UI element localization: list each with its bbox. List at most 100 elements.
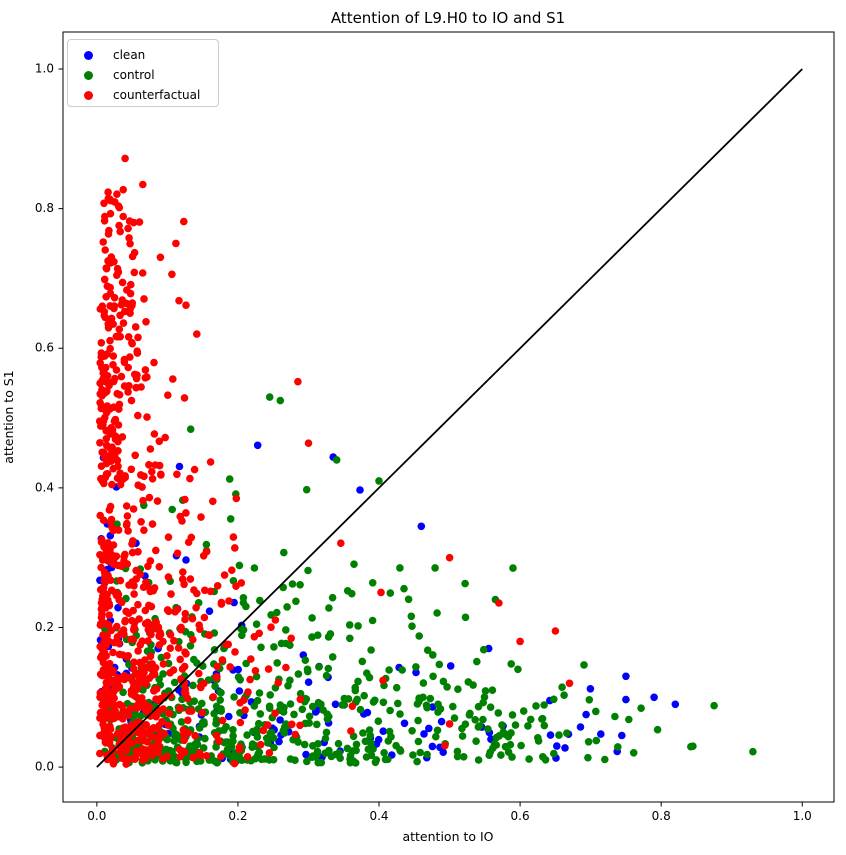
data-point-control	[265, 756, 274, 764]
data-point-counterfactual	[244, 688, 252, 696]
data-point-control	[525, 755, 533, 763]
data-point-counterfactual	[109, 352, 118, 360]
data-point-counterfactual	[197, 513, 205, 521]
data-point-counterfactual	[103, 672, 111, 680]
data-point-control	[267, 728, 276, 737]
data-point-counterfactual	[113, 622, 121, 631]
data-point-counterfactual	[121, 616, 130, 625]
data-point-counterfactual	[180, 662, 189, 671]
data-point-control	[325, 604, 333, 612]
data-point-counterfactual	[209, 693, 217, 701]
data-point-counterfactual	[118, 296, 127, 304]
data-point-control	[484, 725, 492, 733]
data-point-counterfactual	[167, 590, 175, 598]
data-point-control	[407, 612, 416, 621]
data-point-control	[362, 753, 371, 761]
data-point-counterfactual	[120, 307, 129, 316]
data-point-counterfactual	[119, 715, 127, 723]
data-point-control	[454, 685, 462, 693]
data-point-clean	[446, 662, 455, 670]
data-point-counterfactual	[106, 405, 114, 413]
data-point-counterfactual	[115, 221, 123, 230]
data-point-counterfactual	[164, 533, 173, 541]
data-point-counterfactual	[181, 495, 189, 504]
data-point-counterfactual	[218, 716, 227, 725]
data-point-control	[254, 719, 263, 728]
data-point-control	[369, 745, 377, 753]
data-point-counterfactual	[263, 721, 272, 729]
data-point-control	[304, 566, 312, 575]
data-point-clean	[253, 441, 262, 450]
data-point-counterfactual	[187, 707, 196, 715]
data-point-counterfactual	[109, 526, 117, 535]
data-point-counterfactual	[110, 258, 118, 266]
data-point-control	[541, 756, 550, 764]
data-point-counterfactual	[117, 372, 126, 381]
data-point-control	[193, 740, 202, 749]
data-point-counterfactual	[104, 188, 112, 196]
x-tick-label: 0.6	[511, 809, 530, 823]
data-point-clean	[275, 737, 283, 746]
data-point-control	[168, 505, 176, 514]
data-point-control	[229, 726, 237, 734]
data-point-control	[304, 667, 312, 676]
data-point-control	[479, 645, 488, 654]
data-point-counterfactual	[441, 741, 449, 750]
y-tick-label: 0.0	[35, 760, 54, 774]
data-point-counterfactual	[181, 689, 190, 698]
data-point-counterfactual	[102, 427, 111, 435]
data-point-counterfactual	[274, 679, 283, 687]
data-point-counterfactual	[188, 614, 197, 623]
data-point-counterfactual	[96, 670, 105, 679]
data-point-counterfactual	[126, 239, 134, 248]
data-point-control	[443, 683, 451, 691]
data-point-control	[474, 756, 483, 764]
data-point-counterfactual	[112, 591, 121, 600]
data-point-counterfactual	[115, 325, 124, 334]
data-point-counterfactual	[106, 709, 115, 717]
data-point-counterfactual	[201, 586, 209, 595]
data-point-counterfactual	[99, 374, 108, 383]
data-point-counterfactual	[250, 633, 259, 641]
x-axis-ticks: 0.0 0.2 0.4 0.6 0.8 1.0	[87, 802, 812, 823]
data-point-control	[419, 693, 427, 702]
data-point-counterfactual	[106, 283, 114, 292]
data-point-counterfactual	[181, 615, 189, 624]
data-point-control	[488, 686, 497, 694]
data-point-counterfactual	[97, 599, 106, 607]
data-point-counterfactual	[153, 725, 161, 733]
data-point-clean	[400, 719, 409, 728]
data-point-counterfactual	[176, 655, 184, 664]
data-point-counterfactual	[152, 685, 161, 693]
data-point-counterfactual	[100, 217, 109, 225]
data-point-counterfactual	[97, 339, 106, 347]
data-point-counterfactual	[107, 688, 116, 696]
data-point-counterfactual	[122, 607, 130, 616]
data-point-counterfactual	[150, 670, 159, 678]
data-point-counterfactual	[103, 470, 112, 478]
data-point-counterfactual	[182, 509, 190, 517]
data-point-counterfactual	[99, 698, 108, 706]
data-point-control	[435, 660, 444, 669]
data-point-control	[479, 698, 488, 707]
data-point-control	[432, 732, 440, 741]
data-point-counterfactual	[377, 588, 385, 597]
data-point-clean	[582, 710, 590, 719]
data-point-counterfactual	[146, 652, 155, 661]
data-point-counterfactual	[104, 194, 113, 203]
data-point-counterfactual	[128, 252, 137, 261]
data-point-control	[486, 703, 495, 711]
data-point-clean	[235, 687, 244, 695]
y-tick-label: 0.6	[35, 341, 54, 355]
data-point-counterfactual	[220, 571, 229, 579]
data-point-counterfactual	[146, 445, 155, 453]
data-point-control	[344, 695, 353, 703]
data-point-counterfactual	[99, 476, 108, 484]
data-point-counterfactual	[170, 637, 178, 645]
data-point-counterfactual	[296, 721, 304, 730]
data-point-control	[283, 603, 291, 611]
data-point-control	[365, 726, 374, 734]
data-point-counterfactual	[109, 648, 117, 657]
data-point-control	[366, 731, 375, 740]
